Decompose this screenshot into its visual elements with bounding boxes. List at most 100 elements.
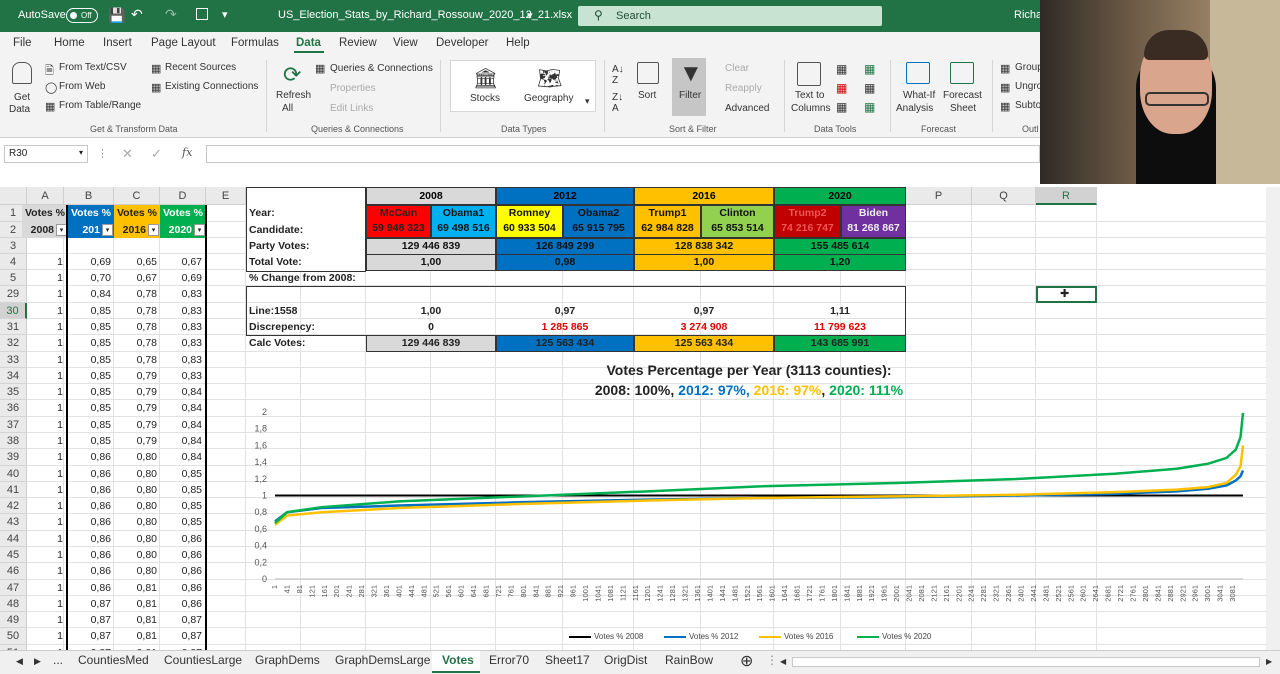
vote-percent-cell[interactable]: 0,86 xyxy=(90,484,111,496)
vote-percent-cell[interactable]: 0,85 xyxy=(181,468,202,480)
party-votes-cell[interactable]: 60 933 504 xyxy=(496,221,563,238)
vote-percent-cell[interactable]: 0,84 xyxy=(90,288,111,300)
reapply-button[interactable]: Reapply xyxy=(725,83,762,94)
column-header[interactable]: C xyxy=(114,187,160,205)
total-vote-cell[interactable]: 155 485 614 xyxy=(774,238,906,255)
vote-percent-cell[interactable]: 0,78 xyxy=(136,305,157,317)
party-votes-cell[interactable]: 65 853 514 xyxy=(701,221,774,238)
vote-percent-cell[interactable]: 1 xyxy=(57,305,63,317)
candidate-cell[interactable]: Clinton xyxy=(701,205,774,222)
party-votes-cell[interactable]: 81 268 867 xyxy=(841,221,906,238)
vote-percent-cell[interactable]: 0,78 xyxy=(136,337,157,349)
vote-percent-cell[interactable]: 0,78 xyxy=(136,288,157,300)
row-header[interactable]: 51 xyxy=(0,645,27,650)
percent-change-cell[interactable]: 0,98 xyxy=(496,254,634,271)
forecast-sheet-label2[interactable]: Sheet xyxy=(950,103,977,114)
vote-percent-cell[interactable]: 0,83 xyxy=(181,321,202,333)
vote-percent-cell[interactable]: 0,87 xyxy=(90,630,111,642)
gallery-more-icon[interactable]: ▾ xyxy=(585,96,590,106)
vote-percent-cell[interactable]: 1 xyxy=(57,419,63,431)
party-votes-cell[interactable]: 59 948 323 xyxy=(366,221,431,238)
ungroup-button[interactable]: Ungro xyxy=(1015,81,1043,92)
vote-percent-cell[interactable]: 0,86 xyxy=(90,565,111,577)
table1-label-column[interactable] xyxy=(246,187,366,272)
group-button[interactable]: Group xyxy=(1015,62,1043,73)
vote-percent-cell[interactable]: 1 xyxy=(57,582,63,594)
tab-more[interactable]: ... xyxy=(53,653,64,667)
vote-percent-cell[interactable]: 0,81 xyxy=(136,614,157,626)
column-header[interactable]: A xyxy=(27,187,64,205)
vote-percent-cell[interactable]: 0,83 xyxy=(181,370,202,382)
vote-percent-cell[interactable]: 0,81 xyxy=(136,582,157,594)
add-sheet-icon[interactable]: ⊕ xyxy=(740,653,754,670)
column-header[interactable]: D xyxy=(160,187,206,205)
vote-percent-cell[interactable]: 0,87 xyxy=(90,598,111,610)
tab-help[interactable]: Help xyxy=(506,37,530,49)
sheet-tab-votes[interactable]: Votes xyxy=(442,653,474,667)
vote-percent-cell[interactable]: 0,85 xyxy=(90,419,111,431)
total-vote-cell[interactable]: 129 446 839 xyxy=(366,238,496,255)
vote-percent-cell[interactable]: 0,85 xyxy=(90,402,111,414)
data-model-icon[interactable]: ▦ xyxy=(864,100,876,114)
refresh-all-label2[interactable]: All xyxy=(282,103,294,114)
vote-percent-cell[interactable]: 0,67 xyxy=(136,272,157,284)
remove-duplicates-icon[interactable]: ▦ xyxy=(836,81,848,95)
vote-percent-cell[interactable]: 0,83 xyxy=(181,305,202,317)
vote-percent-cell[interactable]: 0,83 xyxy=(181,337,202,349)
advanced-button[interactable]: Advanced xyxy=(725,103,770,114)
vote-percent-cell[interactable]: 0,84 xyxy=(181,419,202,431)
select-all-corner[interactable] xyxy=(0,187,27,205)
row-header[interactable]: 36 xyxy=(0,400,27,417)
vote-percent-cell[interactable]: 0,86 xyxy=(90,500,111,512)
vote-percent-cell[interactable]: 0,86 xyxy=(90,582,111,594)
party-votes-cell[interactable]: 65 915 795 xyxy=(563,221,634,238)
vote-percent-cell[interactable]: 0,80 xyxy=(136,516,157,528)
party-votes-cell[interactable]: 69 498 516 xyxy=(431,221,496,238)
column-header[interactable]: E xyxy=(206,187,246,205)
row-header[interactable]: 46 xyxy=(0,563,27,580)
vote-percent-cell[interactable]: 1 xyxy=(57,451,63,463)
vote-percent-cell[interactable]: 1 xyxy=(57,533,63,545)
flash-fill-icon[interactable]: ▦ xyxy=(836,62,848,76)
vote-percent-cell[interactable]: 0,70 xyxy=(90,272,111,284)
row-header[interactable]: 32 xyxy=(0,335,27,352)
vote-percent-cell[interactable]: 0,78 xyxy=(136,354,157,366)
table2-value-cell[interactable]: 125 563 434 xyxy=(496,335,634,352)
text-to-columns-button[interactable]: Text to xyxy=(795,90,825,101)
vote-percent-cell[interactable]: 1 xyxy=(57,321,63,333)
table2-row-label[interactable]: Discrepency: xyxy=(249,321,315,333)
table2-row-label[interactable]: Line:1558 xyxy=(249,305,298,317)
vote-percent-cell[interactable]: 0,85 xyxy=(90,435,111,447)
row-header[interactable]: 31 xyxy=(0,319,27,335)
table1-row-label[interactable]: Year: xyxy=(249,207,275,219)
vote-percent-cell[interactable]: 0,85 xyxy=(90,305,111,317)
table2-value-cell[interactable]: 11 799 623 xyxy=(814,321,866,333)
vote-percent-cell[interactable]: 0,79 xyxy=(136,370,157,382)
selected-cell[interactable] xyxy=(1036,286,1097,303)
table2-value-cell[interactable]: 125 563 434 xyxy=(634,335,774,352)
vote-percent-cell[interactable]: 0,84 xyxy=(181,435,202,447)
vote-percent-cell[interactable]: 0,67 xyxy=(181,256,202,268)
redo-icon[interactable]: ↷ xyxy=(165,6,177,22)
row-header[interactable]: 29 xyxy=(0,286,27,303)
vote-percent-cell[interactable]: 0,79 xyxy=(136,435,157,447)
vote-percent-cell[interactable]: 0,86 xyxy=(90,533,111,545)
vote-percent-cell[interactable]: 0,69 xyxy=(181,272,202,284)
scroll-left-icon[interactable]: ◀ xyxy=(780,657,787,666)
queries-connections-button[interactable]: Queries & Connections xyxy=(330,63,433,74)
total-vote-cell[interactable]: 126 849 299 xyxy=(496,238,634,255)
year-header[interactable]: 2012 xyxy=(496,187,634,205)
vote-percent-cell[interactable]: 1 xyxy=(57,598,63,610)
vote-percent-cell[interactable]: 0,79 xyxy=(136,419,157,431)
tab-formulas[interactable]: Formulas xyxy=(231,37,279,49)
vote-percent-cell[interactable]: 1 xyxy=(57,565,63,577)
vote-percent-cell[interactable]: 0,85 xyxy=(181,516,202,528)
vote-percent-cell[interactable]: 0,84 xyxy=(181,402,202,414)
chart[interactable]: Votes Percentage per Year (3113 counties… xyxy=(247,357,1280,650)
sheet-tab[interactable]: CountiesMed xyxy=(78,653,149,667)
header-votes-2016[interactable]: Votes % xyxy=(114,205,160,222)
row-header[interactable]: 35 xyxy=(0,384,27,400)
table2-value-cell[interactable]: 129 446 839 xyxy=(366,335,496,352)
candidate-cell[interactable]: Romney xyxy=(496,205,563,222)
edit-links-button[interactable]: Edit Links xyxy=(330,103,374,114)
